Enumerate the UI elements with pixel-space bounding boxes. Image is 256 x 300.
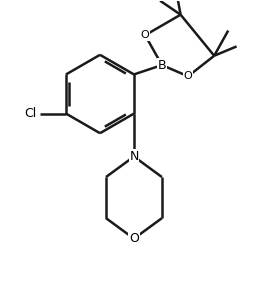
Text: O: O [129, 232, 139, 245]
Text: O: O [184, 71, 193, 81]
Text: O: O [141, 30, 150, 40]
Text: Cl: Cl [24, 107, 36, 120]
Text: B: B [158, 58, 166, 72]
Text: N: N [129, 150, 139, 163]
